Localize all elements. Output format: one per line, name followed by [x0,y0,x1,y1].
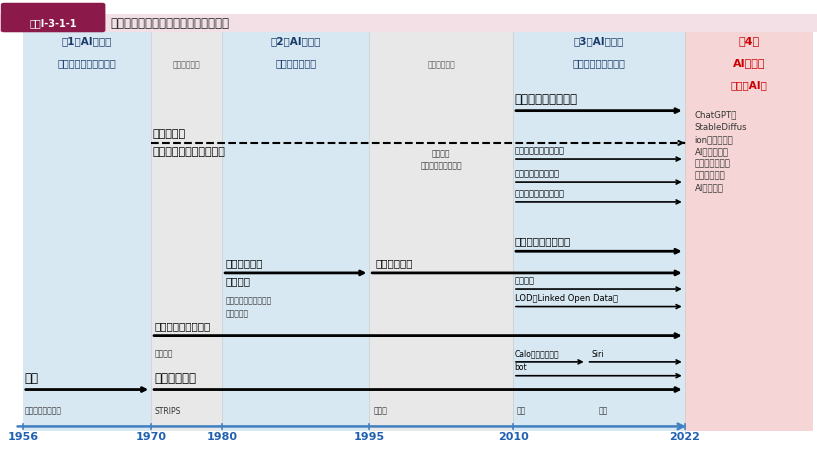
Bar [222,32,369,431]
Text: 迷路・ハノイの塔: 迷路・ハノイの塔 [25,407,61,416]
Text: 第3次AIブーム: 第3次AIブーム [574,36,624,46]
Bar [151,32,222,431]
Text: bot: bot [515,363,527,372]
Text: 囲硩: 囲硩 [599,407,608,416]
Bar [23,32,151,431]
Text: タスクオントロジー: タスクオントロジー [515,236,571,247]
Text: ウェブと
ビッグデータの発展: ウェブと ビッグデータの発展 [421,150,462,170]
Bar [513,32,685,431]
Text: （生成AI）: （生成AI） [730,80,767,90]
Text: Siri: Siri [592,349,604,359]
Text: 1980: 1980 [207,432,238,442]
Text: （冬の時代）: （冬の時代） [173,60,200,69]
Text: 図表Ⅰ-3-1-1: 図表Ⅰ-3-1-1 [29,18,77,28]
Text: ChatGPTや
StableDiffus
ionなどの生成
AIの登場によ
り、冬の時代を
経ず世界的な
AIブームへ: ChatGPTや StableDiffus ionなどの生成 AIの登場によ り… [694,111,747,193]
Text: STRIPS: STRIPS [154,407,181,416]
Text: 2022: 2022 [669,432,700,442]
Text: 1970: 1970 [136,432,167,442]
Text: LOD（Linked Open Data）: LOD（Linked Open Data） [515,294,618,303]
Text: 対話システムの研究: 対話システムの研究 [154,321,211,331]
Text: 人工知能・ビッグデータ技術の俦瞩図: 人工知能・ビッグデータ技術の俦瞩図 [110,17,230,30]
Text: 車・ロボットへの活用: 車・ロボットへの活用 [515,146,565,155]
Text: マイシン（医療診断）: マイシン（医療診断） [225,296,272,305]
Text: 第2次AIブーム: 第2次AIブーム [270,36,321,46]
Text: （機械学習の時代）: （機械学習の時代） [573,58,625,68]
Text: 検索エンジンへの活用: 検索エンジンへの活用 [515,189,565,198]
Text: ニューラルネットワーク: ニューラルネットワーク [153,147,225,157]
Text: システム: システム [225,277,251,287]
Text: 2010: 2010 [498,432,529,442]
Text: オントロジー: オントロジー [376,258,413,268]
Text: 将棋: 将棋 [516,407,525,416]
Text: 1956: 1956 [7,432,38,442]
Text: （知識の時代）: （知識の時代） [275,58,316,68]
Text: ワトソン: ワトソン [515,276,534,285]
Text: デンドラル: デンドラル [225,309,248,318]
Bar [369,32,513,431]
Text: （推論・探索の時代）: （推論・探索の時代） [58,58,116,68]
Text: AIブーム: AIブーム [733,58,765,68]
Text: エキスパート: エキスパート [225,258,263,268]
FancyBboxPatch shape [1,3,105,32]
Text: （冬の時代）: （冬の時代） [427,60,455,69]
Text: 探索: 探索 [25,372,38,385]
Text: Caloプロジェクト: Caloプロジェクト [515,349,560,359]
Bar [685,32,813,431]
Text: チェス: チェス [373,407,387,416]
Text: ディープラーニング: ディープラーニング [515,93,578,106]
Bar [0,14,817,32]
Text: 1995: 1995 [354,432,385,442]
Text: 第4次: 第4次 [739,36,759,46]
Text: 統計的自然言語処理: 統計的自然言語処理 [515,169,560,178]
Text: プランニング: プランニング [154,372,196,385]
Text: 第1次AIブーム: 第1次AIブーム [62,36,112,46]
Text: 機械学習・: 機械学習・ [153,129,186,139]
Text: イライザ: イライザ [154,349,173,359]
